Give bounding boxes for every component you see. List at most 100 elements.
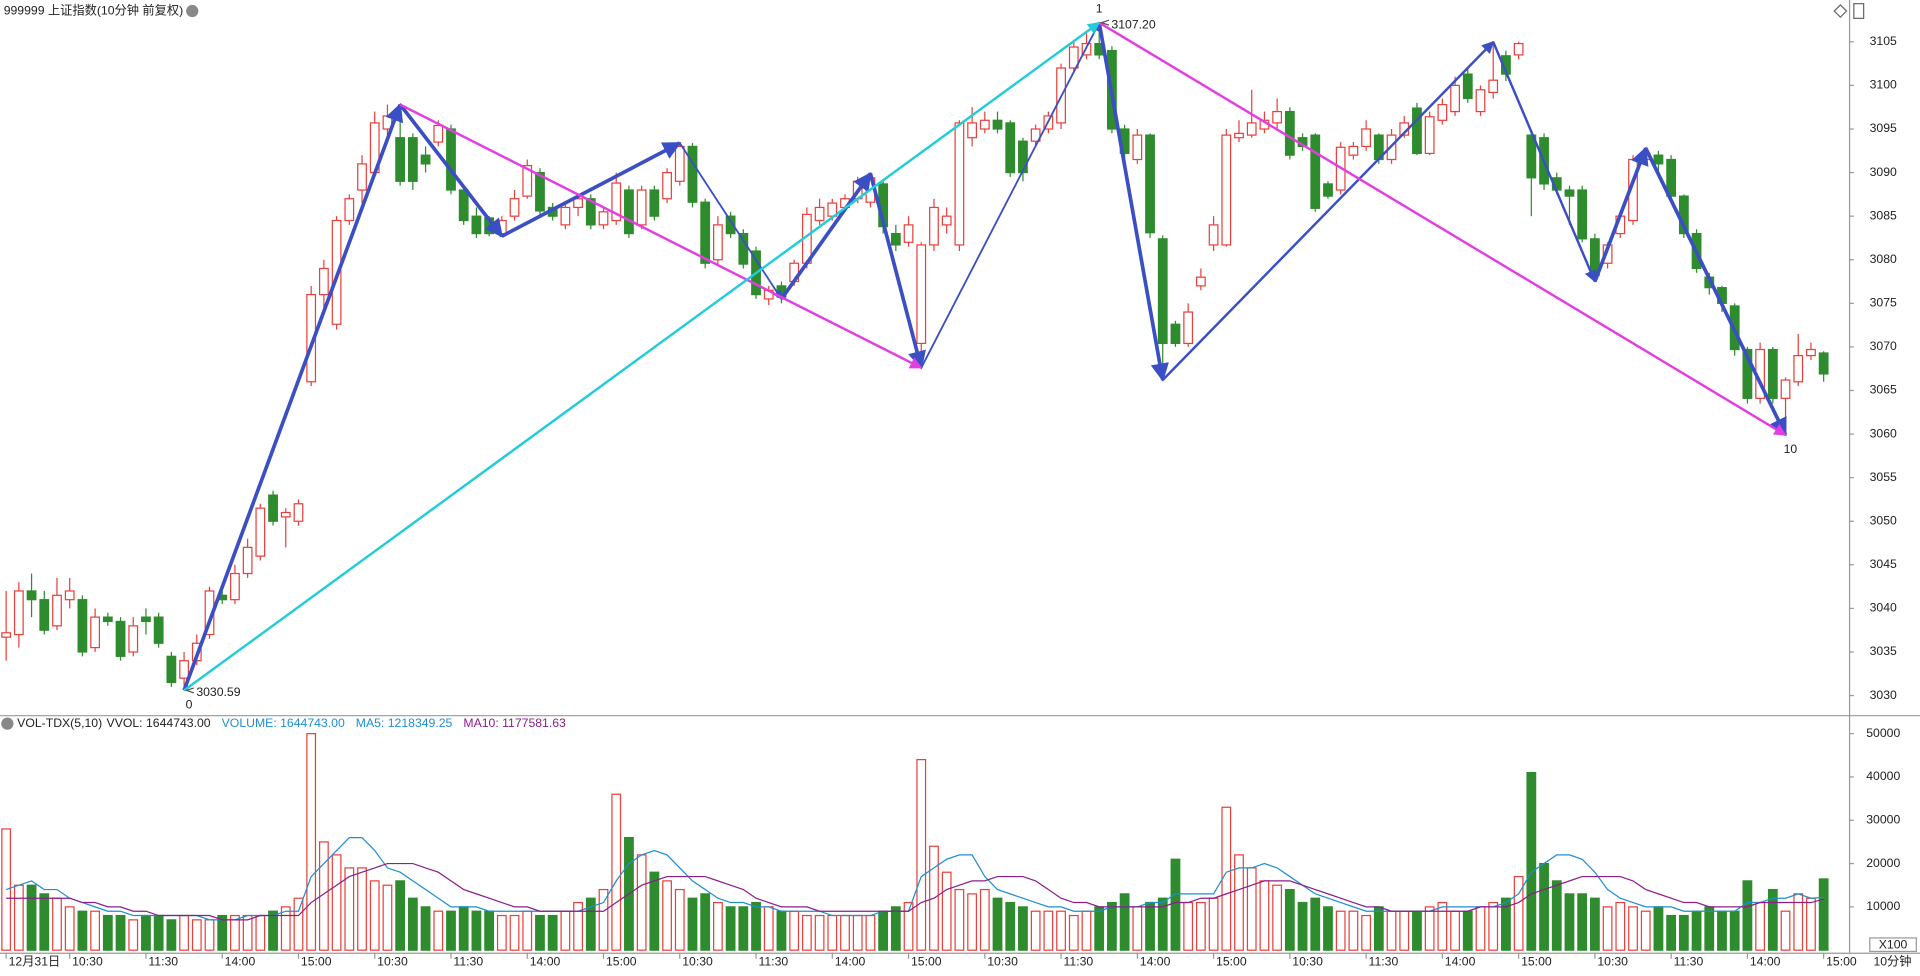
volume-bar: [39, 893, 50, 951]
x-tick-label: 11:30: [148, 955, 178, 969]
volume-bar: [992, 897, 1003, 951]
x-tick-label: 14:00: [835, 955, 866, 969]
candle-body: [611, 182, 622, 222]
y-tick-label: 10000: [1866, 899, 1900, 913]
candle-body: [179, 660, 189, 679]
volume-bar: [547, 914, 558, 951]
volume-bar: [331, 854, 342, 951]
volume-bar: [916, 759, 927, 951]
y-tick-label: 3055: [1870, 470, 1897, 484]
candle-body: [674, 145, 685, 182]
volume-bar: [471, 910, 482, 951]
volume-bar: [560, 910, 571, 951]
volume-bar: [1691, 910, 1702, 951]
wave-segment: [779, 171, 872, 301]
volume-bar: [1589, 897, 1600, 951]
diamond-icon[interactable]: [1833, 4, 1848, 19]
candle-body: [1132, 134, 1143, 161]
x-tick-label: 15:00: [301, 955, 332, 969]
volume-bar: [1564, 893, 1575, 951]
candle-body: [1513, 42, 1524, 56]
candle-body: [39, 599, 50, 631]
x-tick-label: 14:00: [225, 955, 256, 969]
candle-body: [13, 590, 24, 636]
candle-body: [446, 128, 456, 191]
volume-bar: [1551, 880, 1562, 951]
panel-icon[interactable]: [1853, 3, 1865, 19]
volume-bar: [636, 854, 647, 951]
annotation-label: 3107.20: [1111, 17, 1155, 31]
candle-body: [357, 163, 367, 191]
x-tick-label: 14:00: [530, 955, 561, 969]
candle-body: [458, 189, 469, 222]
candle-body: [1208, 224, 1219, 246]
volume-bar: [1284, 888, 1295, 951]
volume-bar: [509, 914, 520, 951]
volume-bar: [763, 906, 774, 951]
volume-bar: [1526, 772, 1537, 951]
candle-body: [662, 171, 672, 200]
candle-body: [992, 119, 1003, 130]
volume-bar: [484, 910, 495, 951]
volume-bar: [395, 880, 406, 951]
volume-bar: [230, 914, 240, 951]
volume-bar: [852, 914, 863, 951]
volume-bar: [357, 867, 367, 951]
candle-body: [1246, 122, 1257, 136]
wave-label: 0: [186, 697, 193, 711]
candle-body: [598, 211, 609, 226]
volume-bar: [585, 897, 596, 951]
volume-bar: [179, 914, 189, 951]
volume-bar: [1450, 910, 1460, 951]
y-tick-label: 3070: [1870, 339, 1897, 353]
candle-body: [90, 616, 101, 649]
volume-bar: [204, 919, 215, 951]
candle-body: [102, 616, 113, 623]
x-tick-label: 10:30: [72, 955, 103, 969]
candle-body: [713, 224, 723, 261]
volume-bar: [1018, 906, 1028, 951]
candle-body: [1183, 311, 1194, 345]
legend-readout: VVOL: 1644743.00: [107, 716, 211, 730]
volume-bar: [1780, 910, 1791, 951]
candle-body: [1767, 348, 1778, 399]
x-tick-label: 12月31日: [9, 955, 61, 969]
volume-bar: [738, 906, 749, 951]
volume-bar: [1234, 854, 1244, 951]
volume-bar: [1437, 901, 1448, 951]
candle-body: [1450, 84, 1460, 113]
volume-bar: [725, 906, 736, 951]
volume-bar: [166, 919, 177, 951]
x-tick-label: 11:30: [1369, 955, 1399, 969]
candle-body: [26, 590, 37, 601]
legend-readout: VOLUME: 1644743.00: [222, 716, 345, 730]
volume-bar: [713, 901, 723, 951]
candle-body: [1424, 116, 1435, 155]
menu-icon[interactable]: [186, 4, 199, 18]
candle-body: [1030, 128, 1041, 142]
volume-bar: [789, 910, 800, 951]
ma-line: [5, 836, 1824, 921]
y-tick-label: 3030: [1870, 688, 1897, 702]
volume-bar: [64, 906, 75, 951]
volume-bar: [1755, 901, 1766, 951]
volume-bar: [979, 888, 990, 951]
x-tick-label: 15:00: [911, 955, 942, 969]
candle-body: [649, 189, 660, 217]
volume-bar: [1208, 897, 1219, 951]
candle-body: [1818, 352, 1829, 375]
candle-body: [293, 503, 304, 522]
x-tick-label: 14:00: [1140, 955, 1171, 969]
volume-bar: [1729, 910, 1740, 951]
wave-segment: [399, 103, 923, 369]
volume-bar: [1259, 880, 1270, 951]
x-tick-label: 15:00: [1521, 955, 1552, 969]
candle-body: [153, 616, 164, 644]
candle-body: [1488, 79, 1499, 94]
menu-icon[interactable]: [1, 717, 14, 730]
volume-bar: [1272, 884, 1283, 951]
candle-body: [1653, 154, 1664, 165]
candle-body: [967, 122, 977, 139]
volume-bar: [1132, 906, 1143, 951]
